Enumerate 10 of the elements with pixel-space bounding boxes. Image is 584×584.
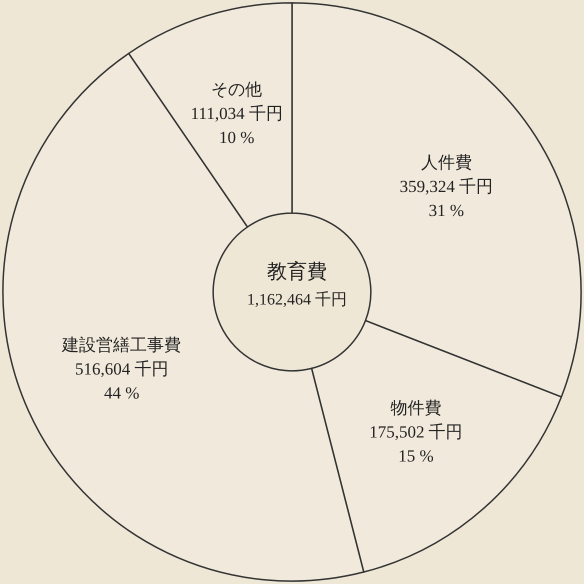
data-label: 359,324 千円 31 % bbox=[400, 176, 494, 220]
data-label: 175,502 千円 15 % bbox=[369, 422, 463, 466]
slice-label: 物件費 bbox=[390, 398, 442, 418]
data-label: 111,034 千円 10 % bbox=[190, 104, 283, 147]
slice-label: その他 bbox=[211, 80, 262, 99]
data-label: 516,604 千円 44 % bbox=[74, 360, 168, 403]
text: 1,162,464 千円 bbox=[247, 290, 347, 308]
text: 教育費 bbox=[267, 260, 327, 283]
slice-label: 建設営繕工事費 bbox=[61, 336, 182, 355]
slice-label: 人件費 bbox=[420, 152, 472, 172]
